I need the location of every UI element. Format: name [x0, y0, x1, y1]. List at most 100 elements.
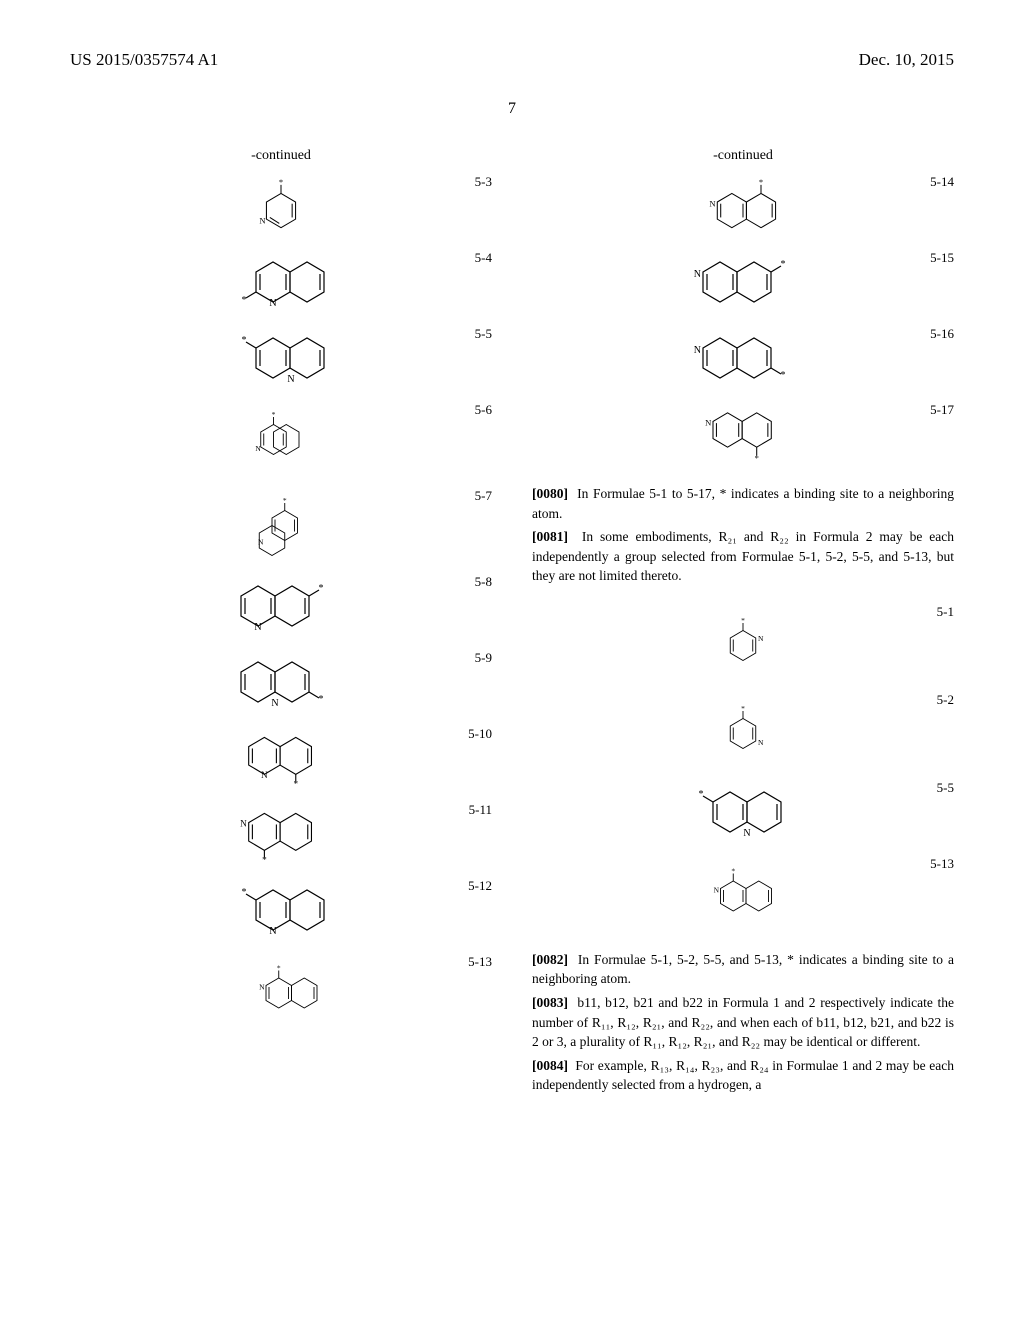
- chem-structure-svg: * N: [683, 254, 803, 314]
- svg-text:N: N: [254, 622, 261, 633]
- chem-structure-svg: * N: [221, 963, 341, 1023]
- structure-5-13b: 5-13 * N: [532, 856, 954, 936]
- svg-text:*: *: [277, 964, 281, 973]
- chem-structure-svg: * N: [221, 654, 341, 714]
- para-text: In Formulae 5-1, 5-2, 5-5, and 5-13, * i…: [532, 952, 954, 987]
- svg-text:*: *: [293, 779, 298, 789]
- svg-text:N: N: [694, 269, 701, 280]
- paragraph: [0081] In some embodiments, R₂₁ and R₂₂ …: [532, 527, 954, 586]
- svg-text:N: N: [269, 926, 276, 937]
- structure-label: 5-5: [475, 326, 492, 342]
- left-column: -continued 5-3 * N 5-4: [70, 148, 492, 1113]
- structure-5-4: 5-4 * N: [70, 250, 492, 318]
- structure-label: 5-12: [468, 878, 492, 894]
- mid-structures: 5-1 * N 5-2: [532, 604, 954, 936]
- paragraph-block-2: [0082] In Formulae 5-1, 5-2, 5-5, and 5-…: [532, 950, 954, 1095]
- structure-5-5b: 5-5 * N: [532, 780, 954, 848]
- chem-structure-svg: * N: [683, 614, 803, 674]
- svg-text:N: N: [271, 698, 278, 709]
- structure-label: 5-5: [937, 780, 954, 796]
- structure-label: 5-8: [475, 574, 492, 590]
- structure-5-10: 5-10 * N: [70, 726, 492, 794]
- svg-text:*: *: [262, 855, 267, 865]
- svg-text:N: N: [705, 418, 711, 428]
- svg-text:*: *: [319, 583, 324, 594]
- svg-text:*: *: [781, 259, 786, 270]
- svg-text:N: N: [259, 982, 265, 991]
- chem-structure-svg: * N: [221, 882, 341, 942]
- paragraph: [0084] For example, R₁₃, R₁₄, R₂₃, and R…: [532, 1056, 954, 1095]
- svg-text:*: *: [755, 453, 759, 463]
- patent-date: Dec. 10, 2015: [859, 50, 954, 70]
- para-number: [0083]: [532, 995, 568, 1010]
- svg-text:*: *: [319, 694, 324, 705]
- svg-text:N: N: [261, 770, 268, 780]
- structure-label: 5-14: [930, 174, 954, 190]
- svg-text:N: N: [743, 828, 750, 839]
- structure-label: 5-17: [930, 402, 954, 418]
- structure-5-7: 5-7 * N: [70, 488, 492, 566]
- svg-text:N: N: [258, 537, 264, 546]
- structure-label: 5-6: [475, 402, 492, 418]
- chem-structure-svg: * N: [221, 578, 341, 638]
- svg-text:N: N: [758, 738, 764, 747]
- svg-text:*: *: [242, 887, 247, 898]
- chem-structure-svg: * N: [683, 330, 803, 390]
- structure-5-11: 5-11 * N: [70, 802, 492, 870]
- structure-label: 5-1: [937, 604, 954, 620]
- para-text: b11, b12, b21 and b22 in Formula 1 and 2…: [532, 995, 954, 1049]
- para-number: [0082]: [532, 952, 568, 967]
- svg-text:*: *: [242, 335, 247, 346]
- continued-label-right: -continued: [532, 148, 954, 164]
- svg-text:*: *: [759, 178, 763, 187]
- svg-text:*: *: [699, 789, 704, 800]
- paragraph: [0083] b11, b12, b21 and b22 in Formula …: [532, 993, 954, 1052]
- svg-text:*: *: [242, 295, 247, 306]
- structure-5-9: 5-9 * N: [70, 650, 492, 718]
- structure-label: 5-15: [930, 250, 954, 266]
- structure-label: 5-7: [475, 488, 492, 504]
- structure-5-3: 5-3 * N: [70, 174, 492, 242]
- chem-structure-svg: * N: [683, 784, 803, 844]
- svg-text:N: N: [240, 818, 247, 828]
- chem-structure-svg: * N: [221, 806, 341, 866]
- structure-5-5: 5-5 * N: [70, 326, 492, 394]
- structure-5-1: 5-1 * N: [532, 604, 954, 684]
- chem-structure-svg: * N: [221, 411, 341, 471]
- svg-text:N: N: [287, 374, 294, 385]
- structure-label: 5-13: [468, 954, 492, 970]
- svg-text:N: N: [694, 345, 701, 356]
- structure-label: 5-11: [469, 802, 492, 818]
- structure-5-2: 5-2 * N: [532, 692, 954, 772]
- para-text: For example, R₁₃, R₁₄, R₂₃, and R₂₄ in F…: [532, 1058, 954, 1093]
- svg-text:N: N: [758, 634, 764, 643]
- chem-structure-svg: * N: [221, 178, 341, 238]
- svg-text:*: *: [741, 704, 745, 713]
- para-number: [0081]: [532, 529, 568, 544]
- two-column-layout: -continued 5-3 * N 5-4: [70, 148, 954, 1113]
- structure-5-15: 5-15 * N: [532, 250, 954, 318]
- svg-text:*: *: [741, 616, 745, 625]
- svg-text:*: *: [279, 178, 283, 187]
- chem-structure-svg: * N: [683, 702, 803, 762]
- svg-text:*: *: [731, 866, 735, 875]
- structure-5-12: 5-12 * N: [70, 878, 492, 946]
- structure-label: 5-4: [475, 250, 492, 266]
- chem-structure-svg: * N: [221, 497, 341, 557]
- paragraph-block-1: [0080] In Formulae 5-1 to 5-17, * indica…: [532, 484, 954, 586]
- paragraph: [0080] In Formulae 5-1 to 5-17, * indica…: [532, 484, 954, 523]
- para-text: In some embodiments, R₂₁ and R₂₂ in Form…: [532, 529, 954, 583]
- structure-label: 5-10: [468, 726, 492, 742]
- svg-text:*: *: [781, 370, 786, 381]
- structure-label: 5-2: [937, 692, 954, 708]
- svg-text:N: N: [269, 298, 276, 309]
- svg-text:N: N: [255, 444, 261, 453]
- para-number: [0080]: [532, 486, 568, 501]
- svg-text:N: N: [259, 215, 265, 225]
- para-text: In Formulae 5-1 to 5-17, * indicates a b…: [532, 486, 954, 521]
- continued-label-left: -continued: [70, 148, 492, 164]
- chem-structure-svg: * N: [683, 178, 803, 238]
- page-number: 7: [70, 100, 954, 118]
- svg-text:N: N: [714, 885, 720, 894]
- para-number: [0084]: [532, 1058, 568, 1073]
